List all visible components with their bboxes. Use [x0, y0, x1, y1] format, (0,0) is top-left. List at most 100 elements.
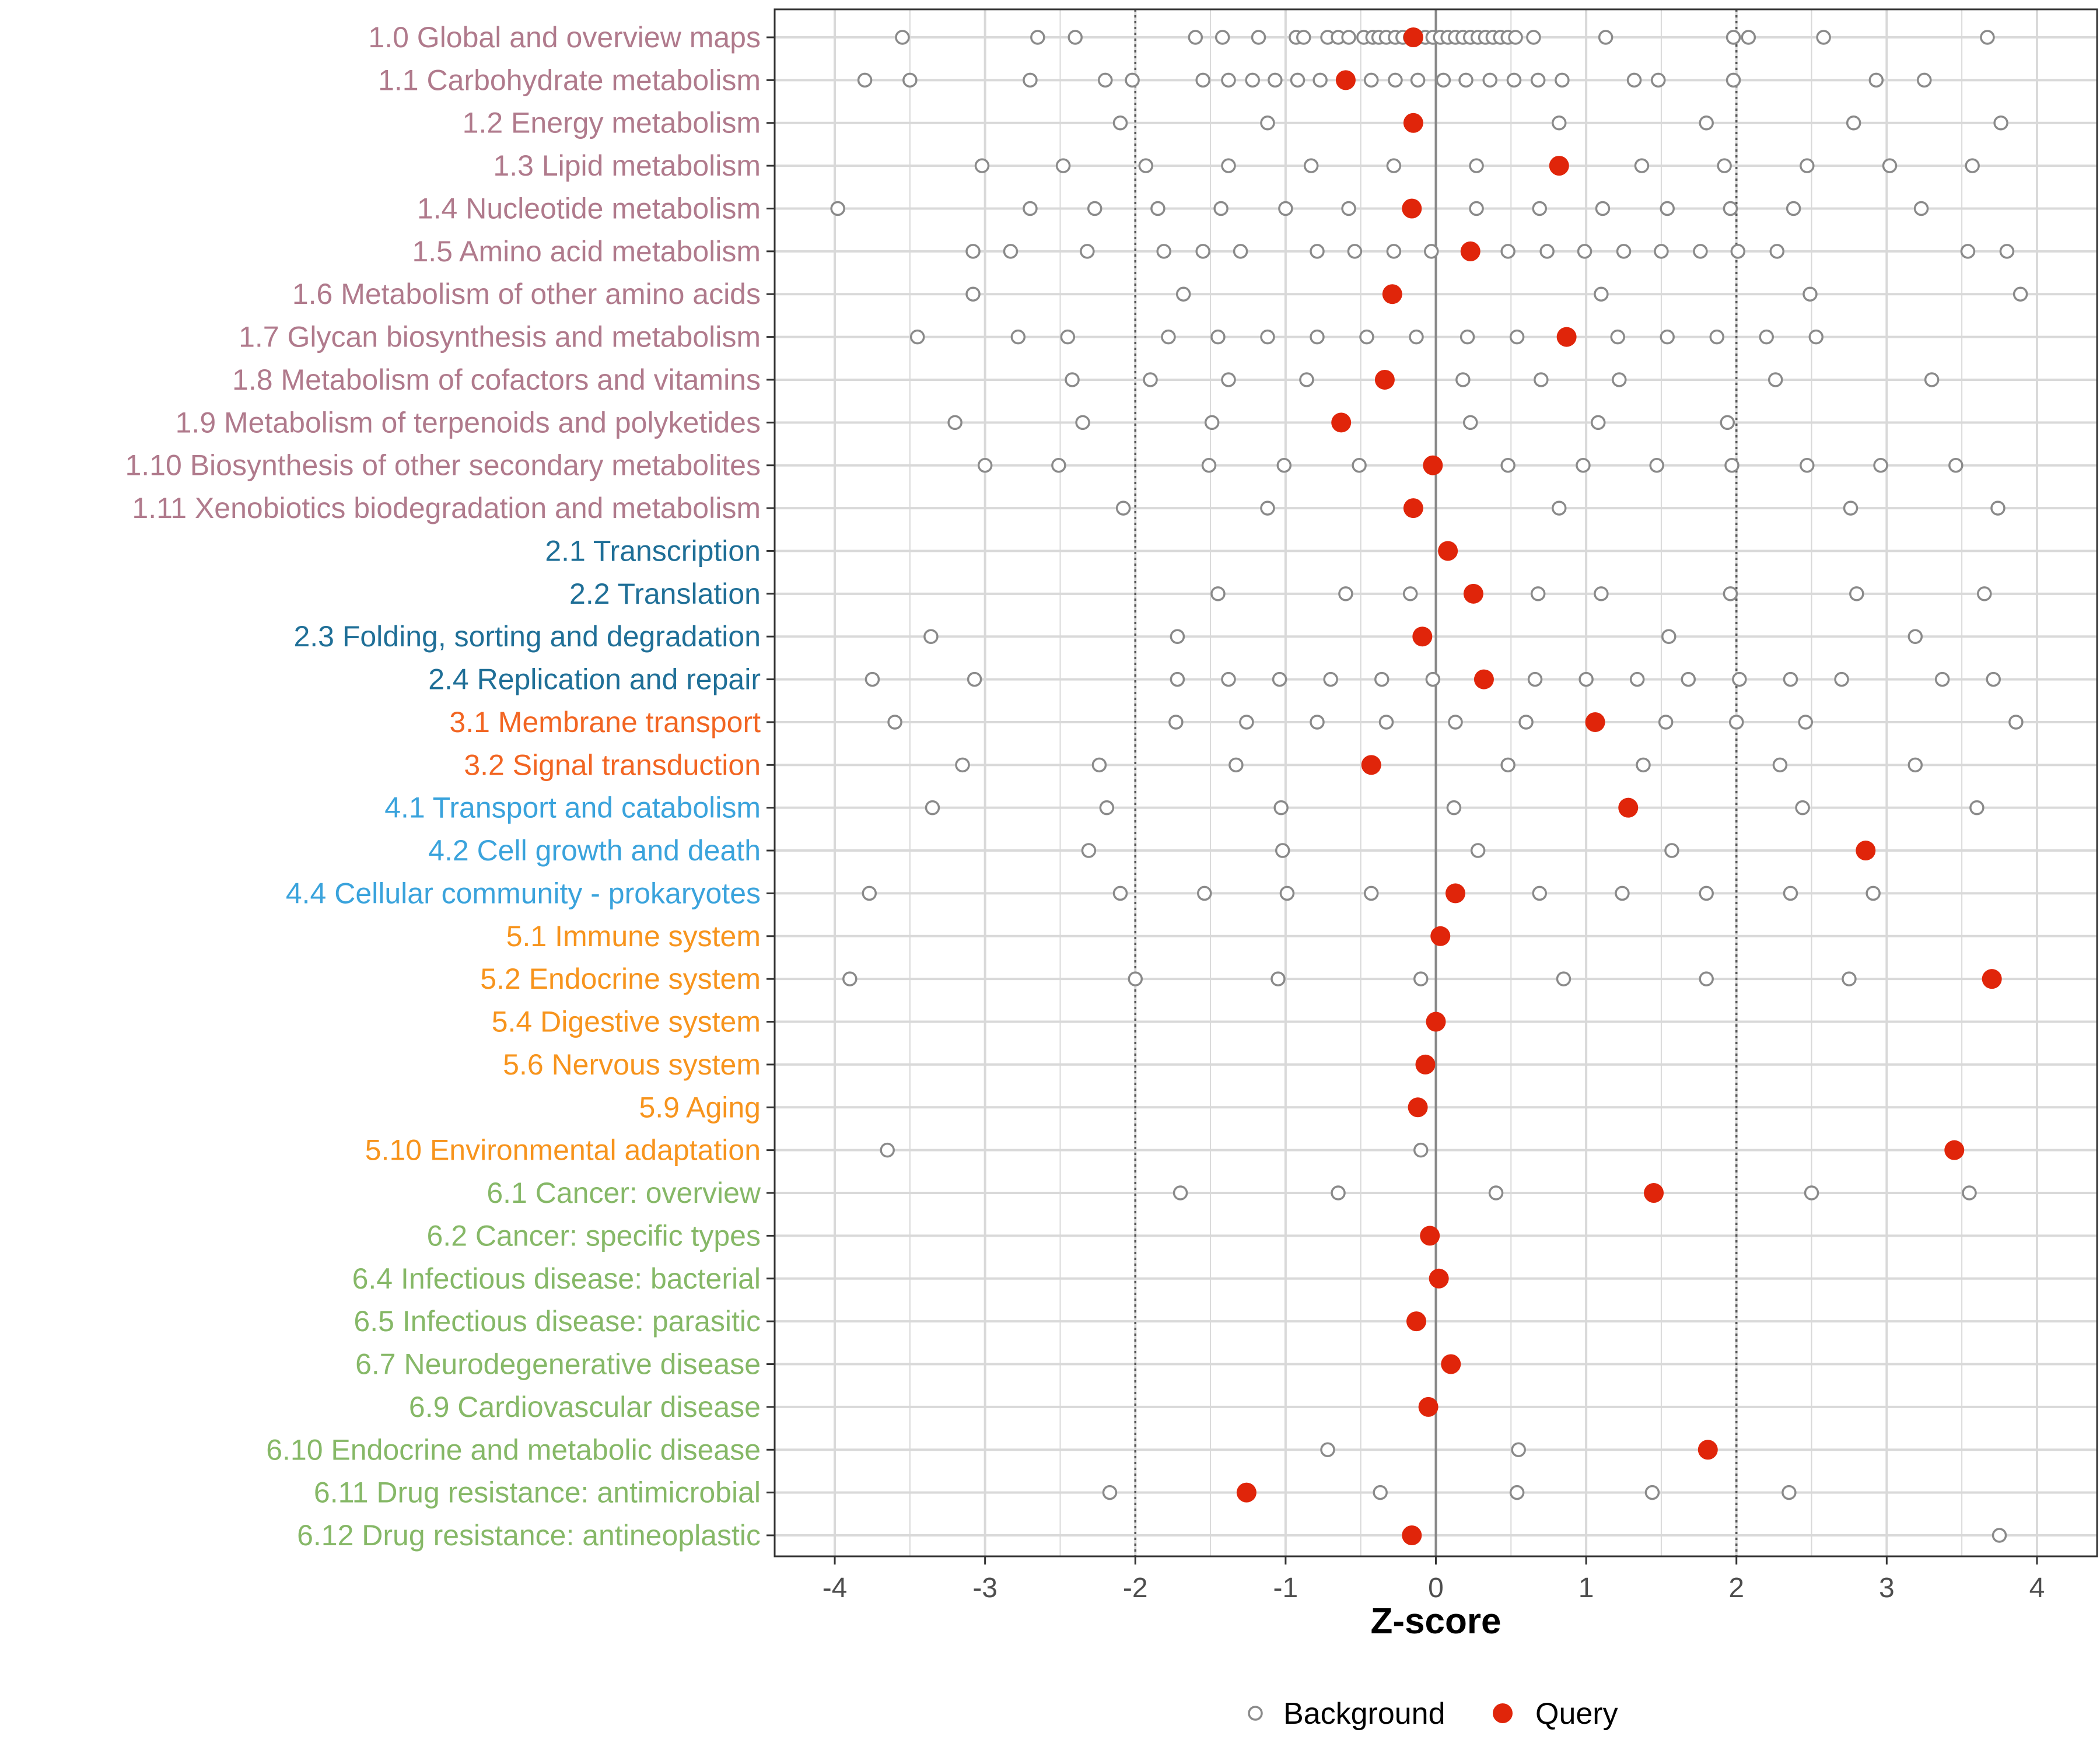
background-point	[1341, 201, 1356, 216]
background-point	[1188, 30, 1203, 45]
background-point	[1699, 115, 1714, 131]
background-point	[1060, 329, 1076, 345]
y-tick-label: 1.5 Amino acid metabolism	[412, 235, 761, 268]
y-tick-label: 4.4 Cellular community - prokaryotes	[286, 877, 761, 909]
background-point	[1197, 886, 1212, 901]
y-tick-label: 2.2 Translation	[569, 578, 761, 610]
x-tick-label: 4	[2029, 1573, 2045, 1604]
background-point	[1221, 158, 1236, 173]
x-tick-label: -3	[972, 1573, 998, 1604]
background-point	[925, 800, 940, 816]
query-point	[1335, 70, 1356, 90]
background-point	[1065, 372, 1080, 387]
background-point	[1469, 201, 1484, 216]
background-point	[862, 886, 877, 901]
x-tick-label: -4	[822, 1573, 848, 1604]
background-point	[1726, 72, 1741, 88]
background-point	[2013, 286, 2028, 302]
x-tick-label: 0	[1428, 1573, 1444, 1604]
background-point	[1999, 244, 2015, 259]
background-point	[1577, 244, 1592, 259]
background-point	[1469, 158, 1484, 173]
background-point	[1310, 244, 1325, 259]
background-point	[1843, 501, 1859, 516]
background-point	[1055, 158, 1071, 173]
y-tick-label: 1.9 Metabolism of terpenoids and polyket…	[176, 406, 761, 439]
background-point	[1816, 30, 1831, 45]
background-point	[1470, 843, 1486, 858]
background-point	[1990, 501, 2006, 516]
background-point	[1075, 415, 1090, 430]
background-point	[1530, 72, 1546, 88]
background-point	[830, 201, 845, 216]
background-point	[1409, 329, 1424, 345]
query-point	[1585, 712, 1605, 732]
background-point	[1636, 757, 1651, 773]
x-tick-label: 2	[1728, 1573, 1744, 1604]
background-point	[1051, 457, 1066, 473]
background-point	[1161, 329, 1176, 345]
query-point	[1406, 1311, 1427, 1332]
query-point	[1420, 1226, 1440, 1246]
background-point	[1413, 1142, 1429, 1158]
query-point	[1441, 1354, 1461, 1374]
background-point	[1661, 629, 1676, 644]
query-point	[1982, 969, 2002, 989]
background-point	[1303, 158, 1319, 173]
background-point	[1290, 72, 1306, 88]
query-point	[1430, 926, 1451, 946]
background-point	[1977, 586, 1992, 601]
y-tick-label: 6.10 Endocrine and metabolic disease	[266, 1433, 761, 1466]
y-tick-label: 3.2 Signal transduction	[464, 748, 761, 781]
background-point	[1233, 244, 1248, 259]
background-point	[1649, 457, 1664, 473]
background-point	[1551, 501, 1567, 516]
query-point	[1856, 841, 1876, 861]
background-point	[1320, 1442, 1335, 1458]
background-point	[1115, 501, 1131, 516]
background-point	[1500, 244, 1516, 259]
background-point	[1275, 843, 1290, 858]
background-point	[1873, 457, 1888, 473]
query-point	[1361, 755, 1381, 775]
background-point	[1651, 72, 1666, 88]
background-point	[1030, 30, 1045, 45]
y-tick-label: 1.2 Energy metabolism	[463, 107, 761, 139]
background-point	[955, 757, 970, 773]
query-point	[1418, 1396, 1438, 1417]
background-point	[965, 286, 981, 302]
y-tick-label: 1.4 Nucleotide metabolism	[417, 192, 761, 225]
background-point	[974, 158, 990, 173]
background-point	[1509, 329, 1525, 345]
query-point	[1438, 541, 1458, 561]
y-tick-label: 2.3 Folding, sorting and degradation	[293, 620, 761, 653]
y-tick-label: 1.7 Glycan biosynthesis and metabolism	[239, 321, 761, 354]
query-point	[1374, 369, 1395, 390]
query-point	[1331, 412, 1352, 433]
background-point	[1594, 286, 1609, 302]
x-tick-label: 1	[1578, 1573, 1594, 1604]
background-point	[1010, 329, 1026, 345]
background-point	[1102, 1485, 1118, 1500]
background-point	[1660, 201, 1675, 216]
y-tick-label: 1.8 Metabolism of cofactors and vitamins	[232, 363, 761, 396]
background-point	[1172, 1185, 1188, 1200]
y-tick-label: 6.1 Cancer: overview	[487, 1177, 761, 1209]
y-tick-label: 6.7 Neurodegenerative disease	[355, 1348, 761, 1381]
background-point	[1374, 671, 1390, 687]
background-point	[842, 971, 858, 986]
query-point	[1698, 1440, 1718, 1460]
background-point	[1644, 1485, 1660, 1500]
background-point	[1800, 158, 1815, 173]
background-point	[1532, 886, 1548, 901]
y-tick-label: 2.4 Replication and repair	[428, 663, 761, 696]
background-points	[830, 30, 2028, 1543]
background-point	[1804, 1185, 1819, 1200]
background-point	[902, 72, 918, 88]
background-point	[1436, 72, 1451, 88]
background-point	[1511, 1442, 1526, 1458]
background-point	[1213, 201, 1228, 216]
background-point	[1352, 457, 1367, 473]
background-point	[1556, 971, 1572, 986]
background-point	[1251, 30, 1266, 45]
